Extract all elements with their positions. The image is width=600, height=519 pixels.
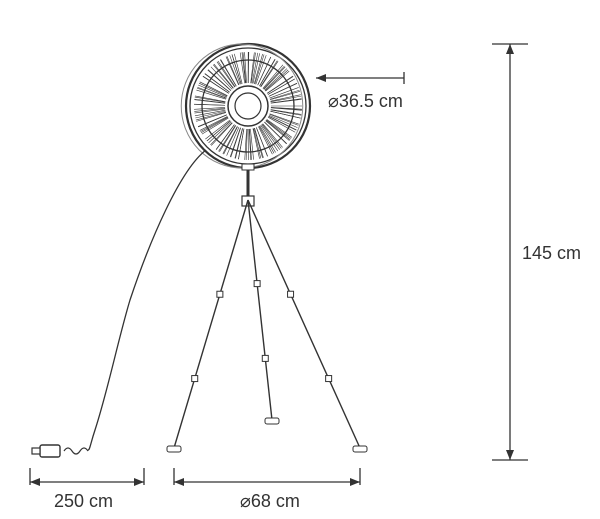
label-height: 145 cm (522, 244, 581, 262)
label-base-dia: ⌀68 cm (240, 492, 300, 510)
label-fan-dia: ⌀36.5 cm (328, 92, 403, 110)
technical-drawing (0, 0, 600, 519)
label-cord-len: 250 cm (54, 492, 113, 510)
diagram-stage: { "canvas": { "width": 600, "height": 51… (0, 0, 600, 519)
